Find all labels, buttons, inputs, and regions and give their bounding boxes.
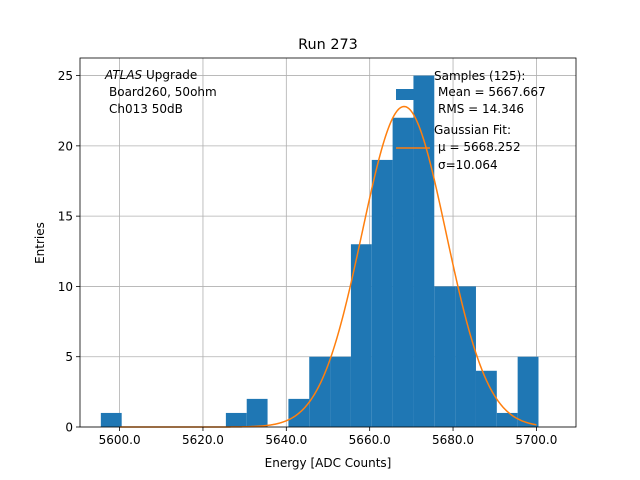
x-tick-label-1: 5620.0 (182, 433, 224, 447)
legend-samples-rms: RMS = 14.346 (438, 102, 524, 116)
x-axis-label: Energy [ADC Counts] (265, 456, 392, 470)
histogram-bar-19 (496, 412, 518, 427)
histogram-bars (100, 75, 539, 428)
x-tick-label-0: 5600.0 (99, 433, 141, 447)
y-tick-label-3: 15 (58, 210, 73, 224)
x-tick-label-2: 5640.0 (265, 433, 307, 447)
y-axis-ticks: 0 5 10 15 20 25 (58, 69, 80, 435)
grid-lines (80, 58, 576, 428)
histogram-bar-0 (100, 412, 122, 427)
legend-samples-mean: Mean = 5667.667 (438, 85, 546, 99)
chart-title: Run 273 (298, 37, 358, 53)
x-tick-label-4: 5680.0 (432, 433, 474, 447)
histogram-bar-13 (371, 159, 393, 427)
histogram-bar-20 (517, 356, 539, 427)
y-tick-label-5: 25 (58, 69, 73, 83)
annotation-line2: Board260, 50ohm (109, 85, 217, 99)
y-tick-label-4: 20 (58, 139, 73, 153)
legend-samples-title: Samples (125): (434, 69, 525, 83)
y-tick-label-1: 5 (65, 350, 73, 364)
legend-fit-sigma: σ=10.064 (438, 158, 498, 172)
histogram-bar-15 (413, 75, 435, 428)
upgrade-label: Upgrade (142, 68, 197, 82)
y-tick-label-0: 0 (65, 421, 73, 435)
annotation-line1: ATLAS Upgrade (104, 68, 197, 82)
legend-samples-swatch (396, 89, 430, 100)
atlas-annotation: ATLAS Upgrade Board260, 50ohm Ch013 50dB (104, 68, 217, 116)
x-tick-label-3: 5660.0 (349, 433, 391, 447)
histogram-bar-12 (350, 244, 372, 427)
legend-fit-mu: μ = 5668.252 (438, 140, 521, 154)
legend: Samples (125): Mean = 5667.667 RMS = 14.… (396, 69, 546, 172)
histogram-bar-11 (330, 356, 351, 427)
atlas-label: ATLAS (104, 68, 143, 82)
histogram-bar-16 (434, 286, 456, 427)
legend-fit-title: Gaussian Fit: (434, 123, 511, 137)
y-tick-label-2: 10 (58, 280, 73, 294)
histogram-bar-7 (246, 398, 268, 427)
y-axis-label: Entries (33, 222, 47, 264)
plot-frame (79, 57, 577, 428)
x-tick-label-5: 5700.0 (515, 433, 557, 447)
histogram-bar-14 (392, 117, 414, 427)
histogram-bar-17 (455, 286, 476, 427)
annotation-line3: Ch013 50dB (109, 102, 183, 116)
histogram-bar-18 (475, 370, 497, 427)
x-axis-ticks: 5600.0 5620.0 5640.0 5660.0 5680.0 5700.0 (99, 427, 557, 447)
histogram-bar-6 (225, 412, 247, 427)
